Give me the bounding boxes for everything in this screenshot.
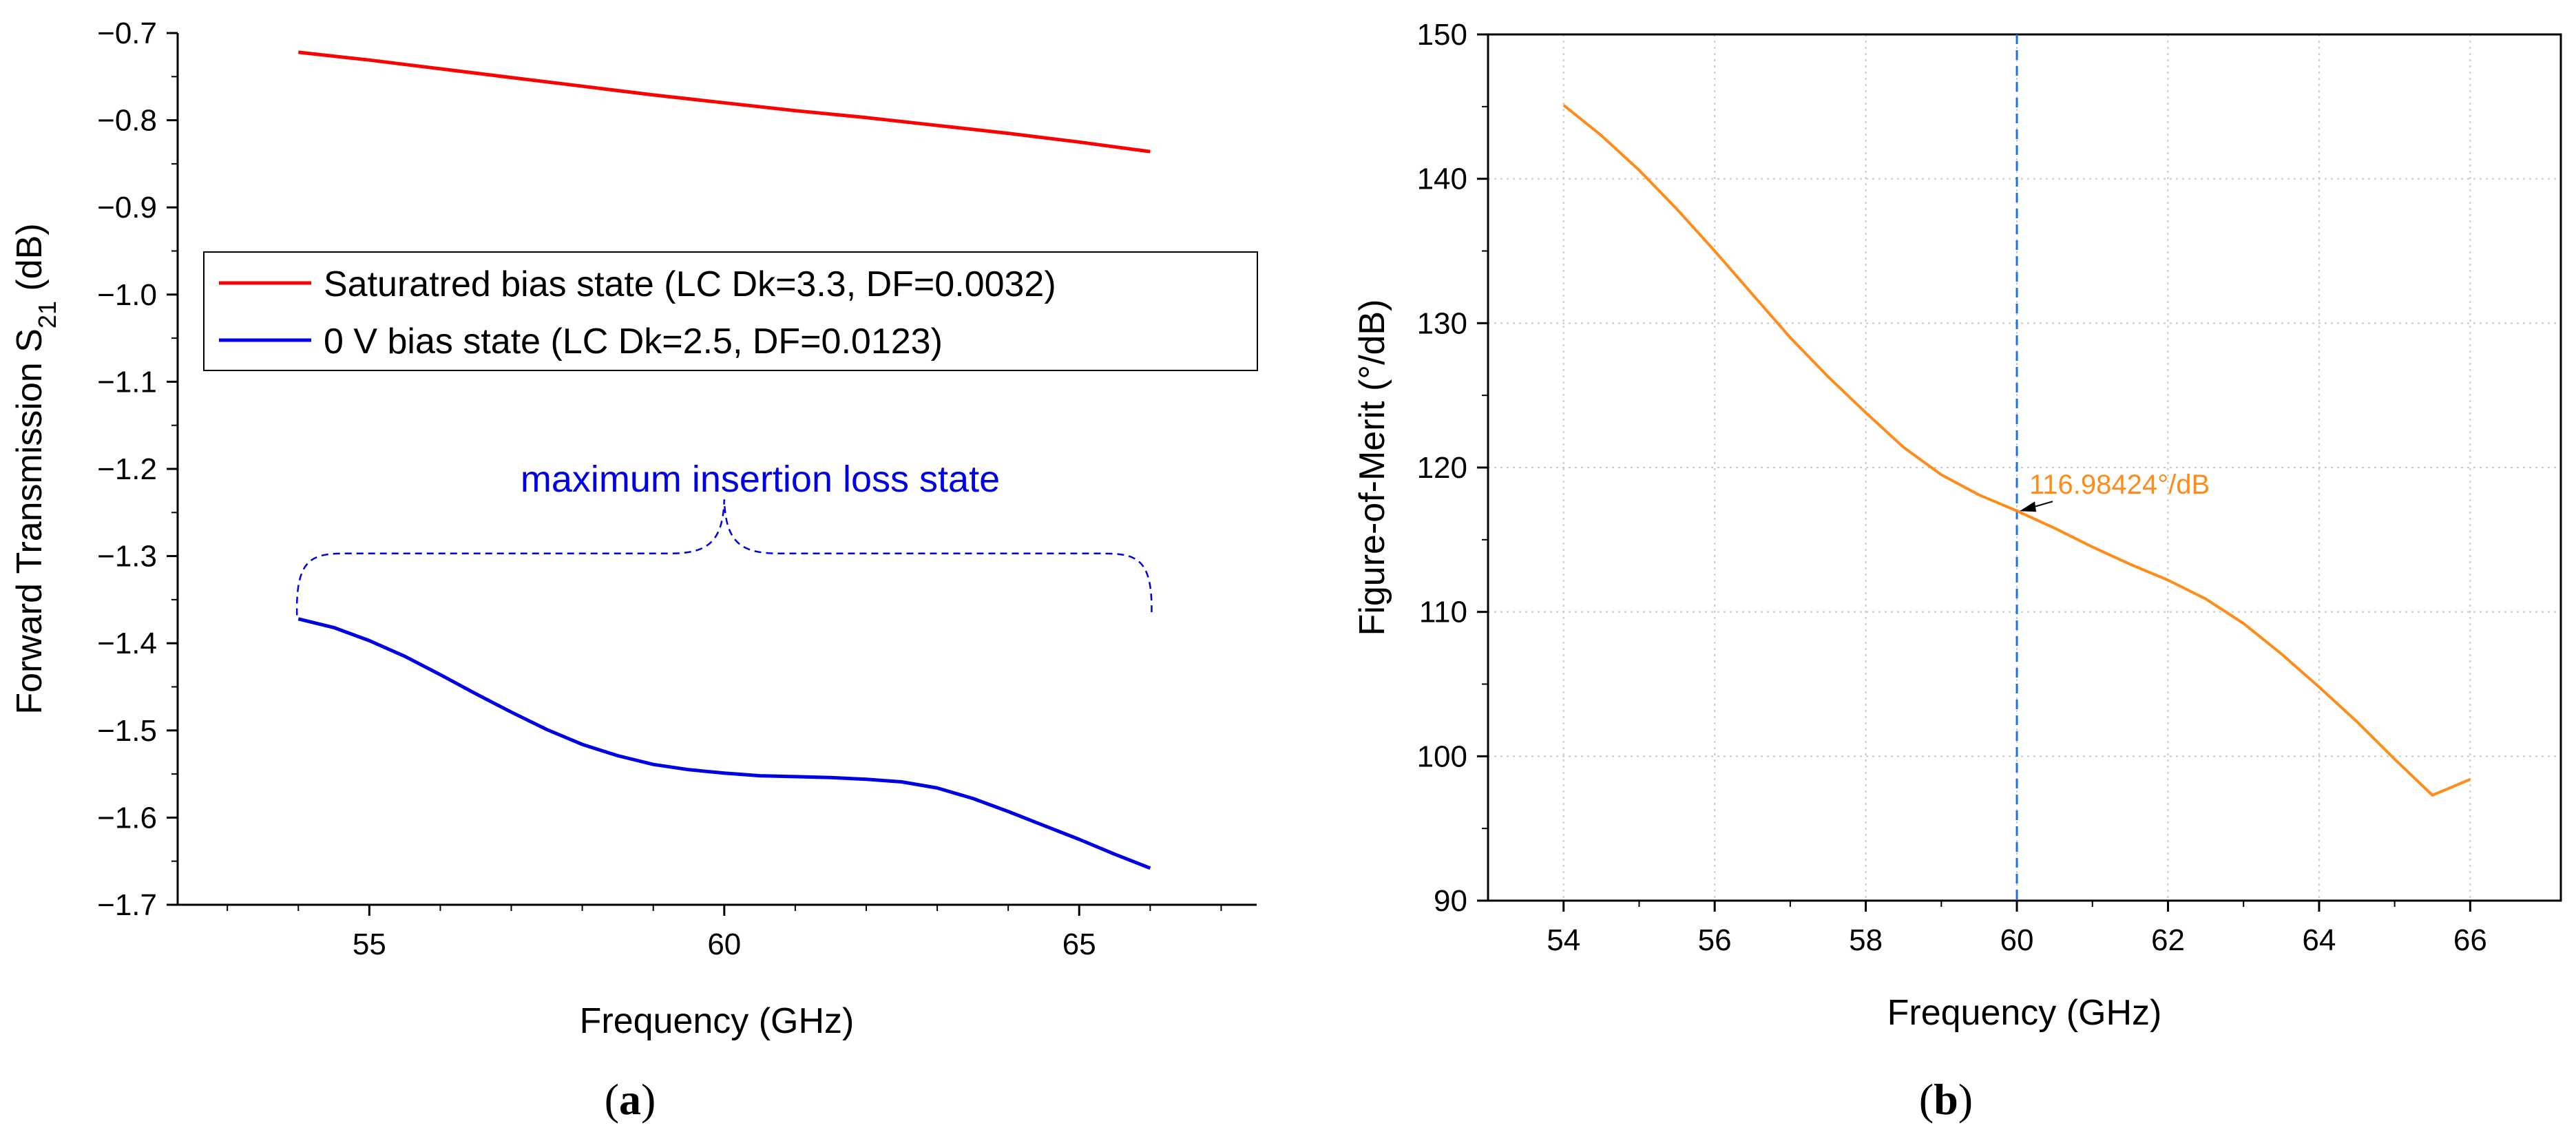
chart-a-x-ticks: 55 60 65	[227, 905, 1222, 961]
chart-a-series-zero-bias	[297, 617, 1151, 870]
chart-b-x-tick-label: 54	[1547, 923, 1580, 957]
chart-a-x-tick-label: 60	[707, 927, 741, 961]
chart-a-x-axis-title: Frequency (GHz)	[580, 1001, 855, 1041]
chart-a-y-tick-label: −1.1	[97, 365, 157, 399]
chart-b-y-tick-label: 100	[1417, 740, 1467, 773]
chart-b-x-tick-label: 66	[2453, 923, 2487, 957]
chart-b-x-ticks: 54 56 58 60 62 64 66	[1547, 901, 2487, 957]
chart-b-y-tick-label: 150	[1417, 18, 1467, 52]
chart-b-arrow-head	[2020, 501, 2037, 512]
chart-b-y-axis-title: Figure-of-Merit (°/dB)	[1352, 300, 1392, 636]
chart-a-y-tick-label: −1.2	[97, 452, 157, 486]
chart-a-series-saturated	[298, 50, 1151, 154]
chart-b-y-tick-label: 140	[1417, 163, 1467, 196]
chart-a-x-tick-label: 55	[353, 927, 386, 961]
chart-a-y-tick-label: −1.3	[97, 540, 157, 574]
panel-label-a: (a)	[605, 1075, 656, 1124]
chart-b-y-tick-label: 130	[1417, 306, 1467, 340]
chart-b-y-tick-label: 120	[1417, 451, 1467, 485]
chart-a-x-tick-label: 65	[1062, 927, 1096, 961]
chart-b-x-axis-title: Frequency (GHz)	[1887, 993, 2162, 1033]
chart-a-series	[297, 50, 1151, 870]
chart-a: 55 60 65 −1.7−1.6−1.5−1.4−1.3−1.2−1.1−1.0−…	[10, 17, 1258, 1124]
chart-b-y-ticks: 90 100 110 120 130 140 150	[1417, 18, 1488, 918]
chart-b-y-tick-label: 110	[1419, 596, 1467, 629]
chart-b-annotation-label: 116.98424°/dB	[2029, 470, 2210, 500]
chart-a-y-tick-label: −0.9	[97, 191, 157, 224]
chart-a-y-tick-label: −1.5	[97, 714, 157, 748]
chart-a-legend-label-saturated: Saturatred bias state (LC Dk=3.3, DF=0.0…	[324, 264, 1056, 304]
chart-a-legend: Saturatred bias state (LC Dk=3.3, DF=0.0…	[203, 251, 1258, 371]
chart-b: 54 56 58 60 62 64 66 90 100 110 120 130 140 150 116.…	[1352, 18, 2562, 1124]
chart-a-legend-box	[203, 251, 1258, 371]
chart-a-y-tick-label: −0.7	[97, 17, 157, 50]
chart-b-x-tick-label: 64	[2302, 923, 2336, 957]
chart-a-y-tick-label: −0.8	[97, 104, 157, 138]
chart-a-y-tick-label: −1.7	[97, 888, 157, 922]
chart-b-series-fom	[1562, 104, 2471, 797]
chart-b-x-tick-label: 56	[1698, 923, 1732, 957]
chart-a-annotation-label: maximum insertion loss state	[521, 459, 1000, 500]
panel-label-b: (b)	[1919, 1075, 1973, 1124]
chart-a-legend-label-zero-bias: 0 V bias state (LC Dk=2.5, DF=0.0123)	[324, 322, 943, 361]
chart-a-y-tick-label: −1.6	[97, 801, 157, 835]
chart-a-y-tick-label: −1.4	[97, 627, 157, 660]
chart-b-x-tick-label: 58	[1849, 923, 1883, 957]
chart-a-y-ticks: −1.7 −1.6 −1.5 −1.4 −1.3 −1.2 −1.1 −1.0 −0.9 −0.8…	[97, 17, 178, 922]
chart-b-grid	[1488, 34, 2561, 901]
chart-b-y-tick-label: 90	[1434, 884, 1467, 918]
chart-a-y-tick-label: −1.0	[97, 278, 157, 312]
chart-b-annotation-arrow	[2020, 501, 2053, 512]
chart-b-series	[1562, 104, 2471, 797]
chart-a-annotation-bracket	[296, 499, 1153, 616]
chart-b-x-tick-label: 60	[2000, 923, 2034, 957]
chart-b-x-tick-label: 62	[2151, 923, 2185, 957]
chart-a-y-axis-title: Forward Transmission S21 (dB)	[10, 223, 61, 714]
